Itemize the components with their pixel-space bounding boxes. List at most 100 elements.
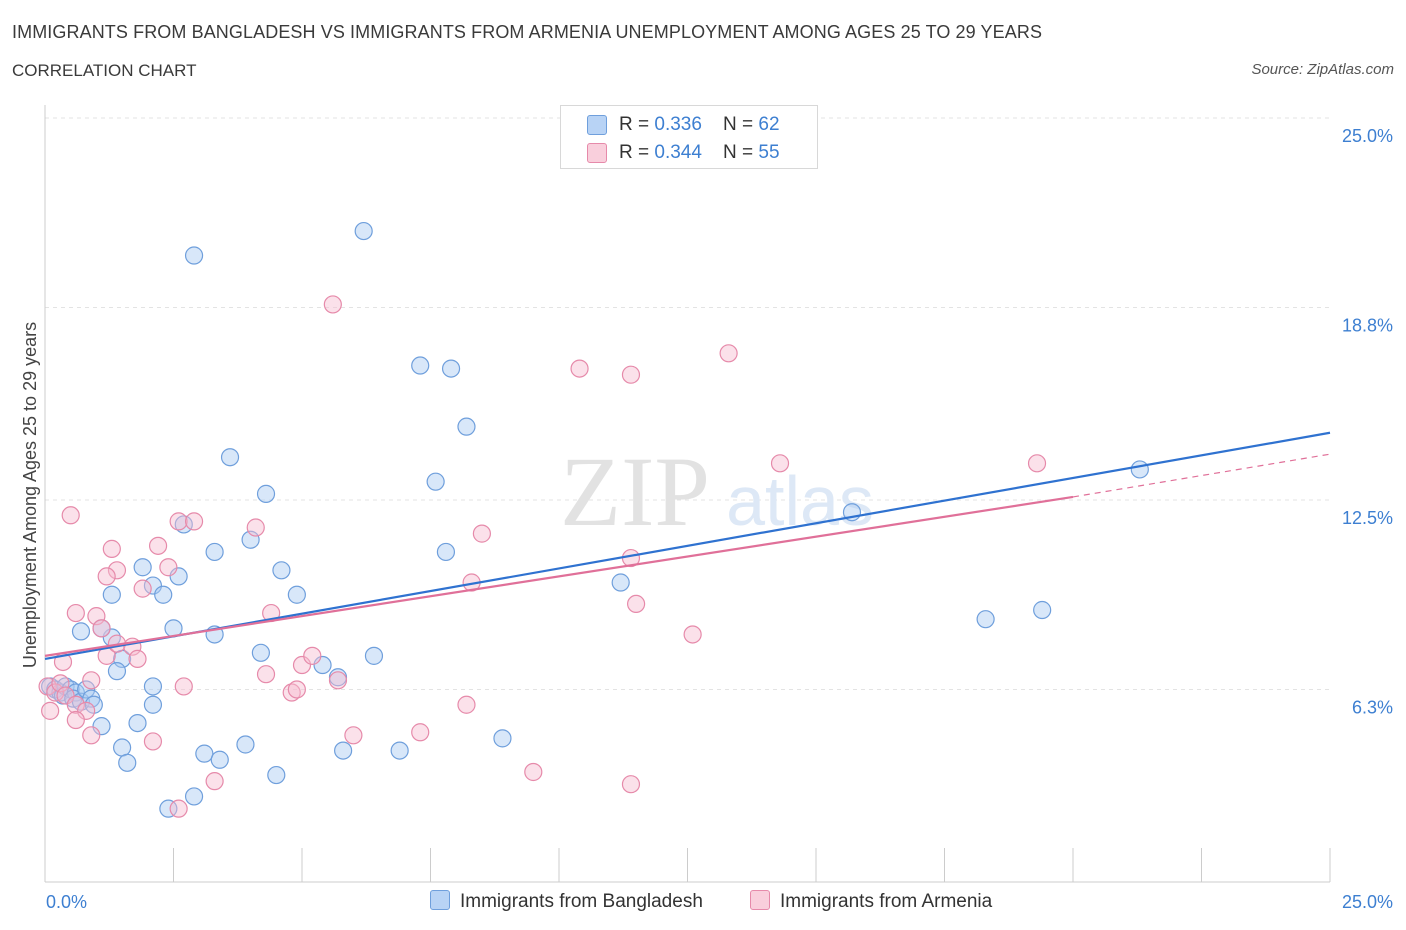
- point-armenia: [61, 506, 80, 525]
- trend-line-armenia-extension: [1072, 453, 1331, 498]
- point-armenia: [159, 558, 178, 577]
- point-armenia: [256, 665, 276, 684]
- point-armenia: [77, 701, 96, 720]
- point-bangladesh: [143, 695, 163, 714]
- point-armenia: [82, 726, 101, 745]
- y-tick-label: 18.8%: [1342, 315, 1393, 335]
- trend-line-armenia: [44, 495, 1074, 657]
- legend-swatch-blue: [587, 115, 607, 135]
- point-armenia: [282, 683, 301, 702]
- point-bangladesh: [128, 713, 147, 733]
- point-armenia: [457, 695, 476, 714]
- point-bangladesh: [236, 735, 255, 754]
- x-tick-label: 25.0%: [1342, 892, 1393, 912]
- point-bangladesh: [77, 680, 96, 699]
- bottom-legend-swatch-blue: [430, 890, 450, 910]
- point-armenia: [143, 732, 163, 751]
- point-armenia: [82, 671, 101, 690]
- point-bangladesh: [334, 741, 353, 760]
- point-bangladesh: [426, 472, 445, 491]
- point-bangladesh: [184, 787, 204, 806]
- point-bangladesh: [71, 622, 91, 641]
- point-armenia: [97, 567, 116, 586]
- source-label: Source: ZipAtlas.com: [1251, 61, 1394, 78]
- point-armenia: [570, 359, 589, 378]
- point-armenia: [770, 454, 790, 473]
- point-bangladesh: [112, 738, 132, 757]
- point-armenia: [107, 561, 127, 580]
- legend-row-armenia: R = 0.344 N = 55: [561, 140, 817, 166]
- watermark-atlas: atlas: [726, 462, 874, 540]
- y-tick-label: 25.0%: [1342, 126, 1393, 146]
- point-bangladesh: [313, 655, 332, 675]
- point-armenia: [287, 680, 306, 699]
- legend-n-value: 62: [758, 114, 780, 135]
- point-armenia: [246, 518, 265, 537]
- point-bangladesh: [493, 729, 512, 748]
- point-armenia: [92, 619, 111, 638]
- point-bangladesh: [1033, 600, 1052, 620]
- legend-row-bangladesh: R = 0.336 N = 62: [561, 112, 817, 138]
- point-armenia: [66, 603, 85, 623]
- legend-r-value: 0.336: [654, 114, 702, 135]
- legend: R = 0.336 N = 62 R = 0.344 N = 55: [560, 105, 818, 169]
- point-bangladesh: [159, 799, 178, 818]
- point-bangladesh: [195, 744, 214, 763]
- bottom-legend-bangladesh: Immigrants from Bangladesh: [430, 890, 703, 913]
- point-bangladesh: [210, 750, 229, 769]
- trend-line-bangladesh: [44, 431, 1331, 660]
- data-points: [38, 221, 1149, 818]
- point-bangladesh: [102, 585, 121, 604]
- point-armenia: [323, 295, 342, 314]
- x-tick-label: 0.0%: [46, 892, 87, 912]
- point-armenia: [205, 772, 224, 791]
- point-bangladesh: [92, 717, 111, 736]
- bottom-legend-armenia: Immigrants from Armenia: [750, 890, 992, 913]
- point-bangladesh: [364, 646, 384, 665]
- point-bangladesh: [256, 484, 276, 503]
- point-armenia: [169, 512, 188, 531]
- point-armenia: [303, 646, 322, 665]
- point-bangladesh: [411, 356, 430, 375]
- point-armenia: [56, 686, 75, 705]
- bottom-legend-swatch-pink: [750, 890, 770, 910]
- axes: [44, 105, 1331, 883]
- point-bangladesh: [251, 643, 270, 662]
- point-armenia: [46, 683, 65, 702]
- point-bangladesh: [220, 448, 240, 467]
- point-armenia: [292, 655, 312, 675]
- point-bangladesh: [174, 515, 193, 534]
- point-bangladesh: [436, 542, 456, 562]
- point-armenia: [621, 365, 641, 384]
- watermark-zip: ZIP: [560, 436, 710, 547]
- axis-labels: 6.3% 12.5% 18.8% 25.0% 0.0% 25.0% Unemployment…: [20, 126, 1393, 912]
- point-armenia: [472, 524, 491, 543]
- trend-lines: [44, 431, 1331, 660]
- point-bangladesh: [205, 542, 224, 562]
- y-tick-label: 12.5%: [1342, 508, 1393, 528]
- point-bangladesh: [107, 662, 127, 681]
- point-armenia: [133, 579, 152, 598]
- point-armenia: [524, 762, 543, 782]
- point-bangladesh: [133, 558, 152, 577]
- point-bangladesh: [143, 576, 163, 595]
- watermark: ZIP atlas: [560, 436, 874, 547]
- point-bangladesh: [611, 573, 630, 592]
- point-bangladesh: [354, 221, 373, 241]
- point-armenia: [626, 594, 646, 614]
- y-tick-label: 6.3%: [1352, 697, 1393, 717]
- point-bangladesh: [287, 585, 306, 604]
- y-axis-label: Unemployment Among Ages 25 to 29 years: [20, 322, 40, 668]
- point-armenia: [174, 677, 193, 696]
- point-bangladesh: [169, 567, 188, 586]
- point-bangladesh: [390, 741, 409, 760]
- point-armenia: [184, 512, 204, 531]
- point-armenia: [1027, 454, 1047, 473]
- legend-swatch-pink: [587, 143, 607, 163]
- legend-n-value: 55: [758, 142, 780, 163]
- point-bangladesh: [457, 417, 476, 436]
- point-bangladesh: [154, 585, 173, 604]
- chart-subtitle: CORRELATION CHART: [12, 61, 197, 80]
- point-armenia: [66, 710, 85, 730]
